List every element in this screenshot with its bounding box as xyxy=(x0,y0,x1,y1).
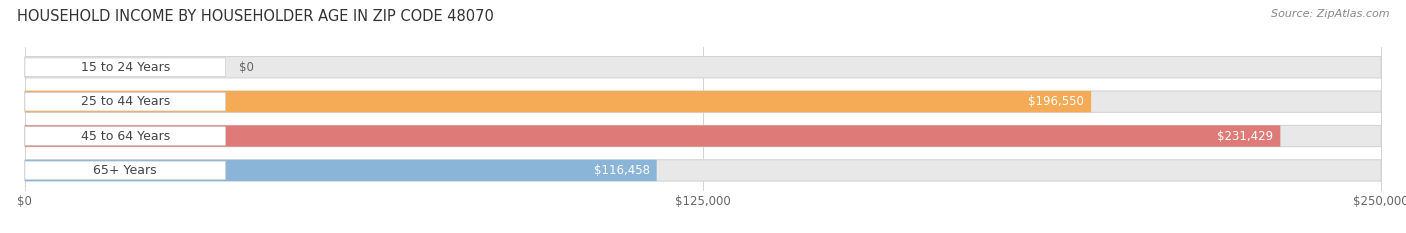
Text: 25 to 44 Years: 25 to 44 Years xyxy=(80,95,170,108)
FancyBboxPatch shape xyxy=(25,125,1381,147)
FancyBboxPatch shape xyxy=(25,91,1381,112)
Text: $196,550: $196,550 xyxy=(1028,95,1084,108)
FancyBboxPatch shape xyxy=(25,92,225,111)
FancyBboxPatch shape xyxy=(25,160,1381,181)
Text: $116,458: $116,458 xyxy=(593,164,650,177)
FancyBboxPatch shape xyxy=(25,57,1381,78)
FancyBboxPatch shape xyxy=(25,91,1091,112)
Text: HOUSEHOLD INCOME BY HOUSEHOLDER AGE IN ZIP CODE 48070: HOUSEHOLD INCOME BY HOUSEHOLDER AGE IN Z… xyxy=(17,9,494,24)
Text: 45 to 64 Years: 45 to 64 Years xyxy=(80,130,170,143)
Text: Source: ZipAtlas.com: Source: ZipAtlas.com xyxy=(1271,9,1389,19)
FancyBboxPatch shape xyxy=(25,127,225,145)
Text: 15 to 24 Years: 15 to 24 Years xyxy=(80,61,170,74)
FancyBboxPatch shape xyxy=(25,161,225,180)
Text: 65+ Years: 65+ Years xyxy=(93,164,157,177)
FancyBboxPatch shape xyxy=(25,160,657,181)
Text: $0: $0 xyxy=(239,61,254,74)
Text: $231,429: $231,429 xyxy=(1218,130,1274,143)
FancyBboxPatch shape xyxy=(25,125,1281,147)
FancyBboxPatch shape xyxy=(25,58,225,76)
